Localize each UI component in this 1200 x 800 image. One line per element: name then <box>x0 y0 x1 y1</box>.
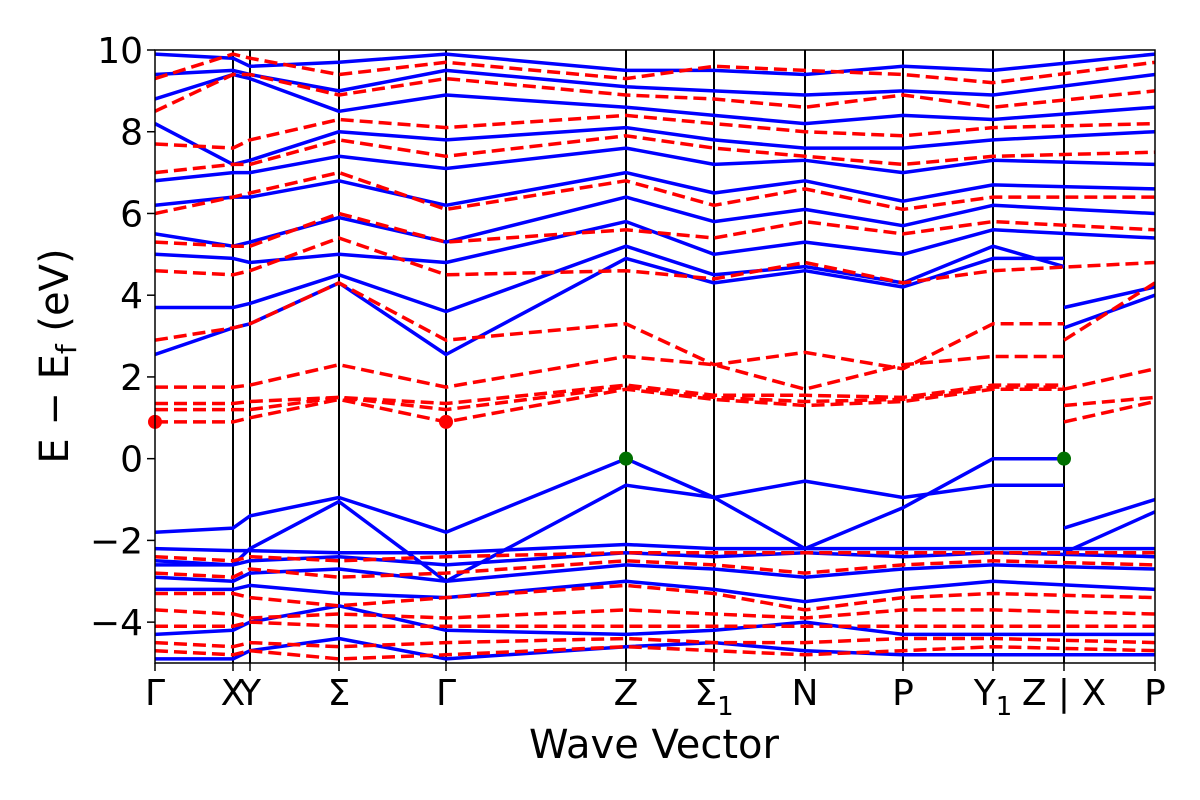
y-tick-label: 2 <box>120 358 143 399</box>
dashed-band-line <box>155 385 1064 412</box>
solid-band-line <box>155 550 1155 567</box>
dashed-band-line <box>155 113 1155 150</box>
x-tick-label: P <box>892 673 914 714</box>
dashed-band-line <box>155 387 1064 424</box>
y-axis-label-unit: (eV) <box>32 248 78 344</box>
dashed-band-line <box>155 52 1155 85</box>
x-tick-label: Z <box>614 673 639 714</box>
y-tick-label: −4 <box>90 603 143 644</box>
solid-band-line <box>155 456 1064 551</box>
solid-band-line <box>155 604 1155 637</box>
x-tick-label: Σ <box>328 673 351 714</box>
dashed-band-line <box>155 170 1155 216</box>
dashed-band-line <box>155 583 1155 612</box>
y-tick-label: 4 <box>120 276 143 317</box>
dashed-band-line <box>155 236 1155 285</box>
solid-band-line <box>1063 497 1155 530</box>
solid-band-line <box>1063 293 1155 330</box>
x-tick-label: X <box>221 673 246 714</box>
x-tick-label: Γ <box>436 673 456 714</box>
x-tick-label: Y <box>238 673 262 714</box>
dashed-band-line <box>155 354 1064 391</box>
solid-band-line <box>155 170 1155 208</box>
solid-band-line <box>155 52 1155 77</box>
dashed-band-line <box>155 644 1155 661</box>
dashed-band-line <box>155 72 1155 113</box>
dashed-band-line <box>1063 367 1155 391</box>
y-tick-label: 10 <box>97 31 143 72</box>
plot-frame <box>154 49 1156 664</box>
band-edge-marker <box>1057 451 1071 466</box>
y-tick-label: 0 <box>120 440 143 481</box>
dashed-band-line <box>155 211 1155 248</box>
plot-content <box>148 50 1155 663</box>
solid-band-line <box>155 479 1064 584</box>
y-axis-label: E − Ef (eV) <box>32 248 83 463</box>
band-edge-marker <box>439 414 453 429</box>
solid-band-line <box>155 219 1155 265</box>
solid-band-line <box>1063 285 1155 310</box>
solid-band-line <box>155 122 1155 167</box>
solid-band-line <box>155 579 1155 604</box>
solid-band-line <box>1063 510 1155 555</box>
solid-band-line <box>155 72 1155 126</box>
y-axis-label-main: E − E <box>32 354 78 464</box>
x-axis-label: Wave Vector <box>529 722 780 768</box>
solid-band-line <box>155 563 1155 584</box>
solid-band-line <box>155 244 1065 314</box>
y-axis-label-subscript: f <box>50 343 83 354</box>
dashed-band-line <box>1063 395 1155 408</box>
x-tick-label: Y1 <box>973 673 1013 722</box>
plot-area <box>155 50 1155 663</box>
x-tick-label: Γ <box>145 673 165 714</box>
band-edge-marker <box>619 451 633 466</box>
dashed-band-line <box>155 281 1064 371</box>
y-tick-label: 6 <box>120 194 143 235</box>
x-tick-label: N <box>792 673 819 714</box>
y-tick-label: −2 <box>90 521 143 562</box>
dashed-band-line <box>155 620 1155 628</box>
y-tick-label: 8 <box>120 113 143 154</box>
dashed-band-line <box>155 134 1155 175</box>
x-tick-label: Z | X <box>1022 673 1106 714</box>
solid-band-line <box>155 542 1155 555</box>
dashed-band-line <box>1063 399 1155 424</box>
x-tick-label: Σ1 <box>694 673 733 722</box>
dashed-band-line <box>155 608 1155 620</box>
dashed-band-line <box>155 383 1064 406</box>
solid-band-line <box>155 146 1155 183</box>
solid-band-line <box>155 195 1155 248</box>
solid-band-line <box>155 636 1155 661</box>
dashed-band-line <box>155 559 1155 579</box>
solid-band-line <box>155 256 1064 357</box>
x-tick-label: P <box>1144 673 1166 714</box>
